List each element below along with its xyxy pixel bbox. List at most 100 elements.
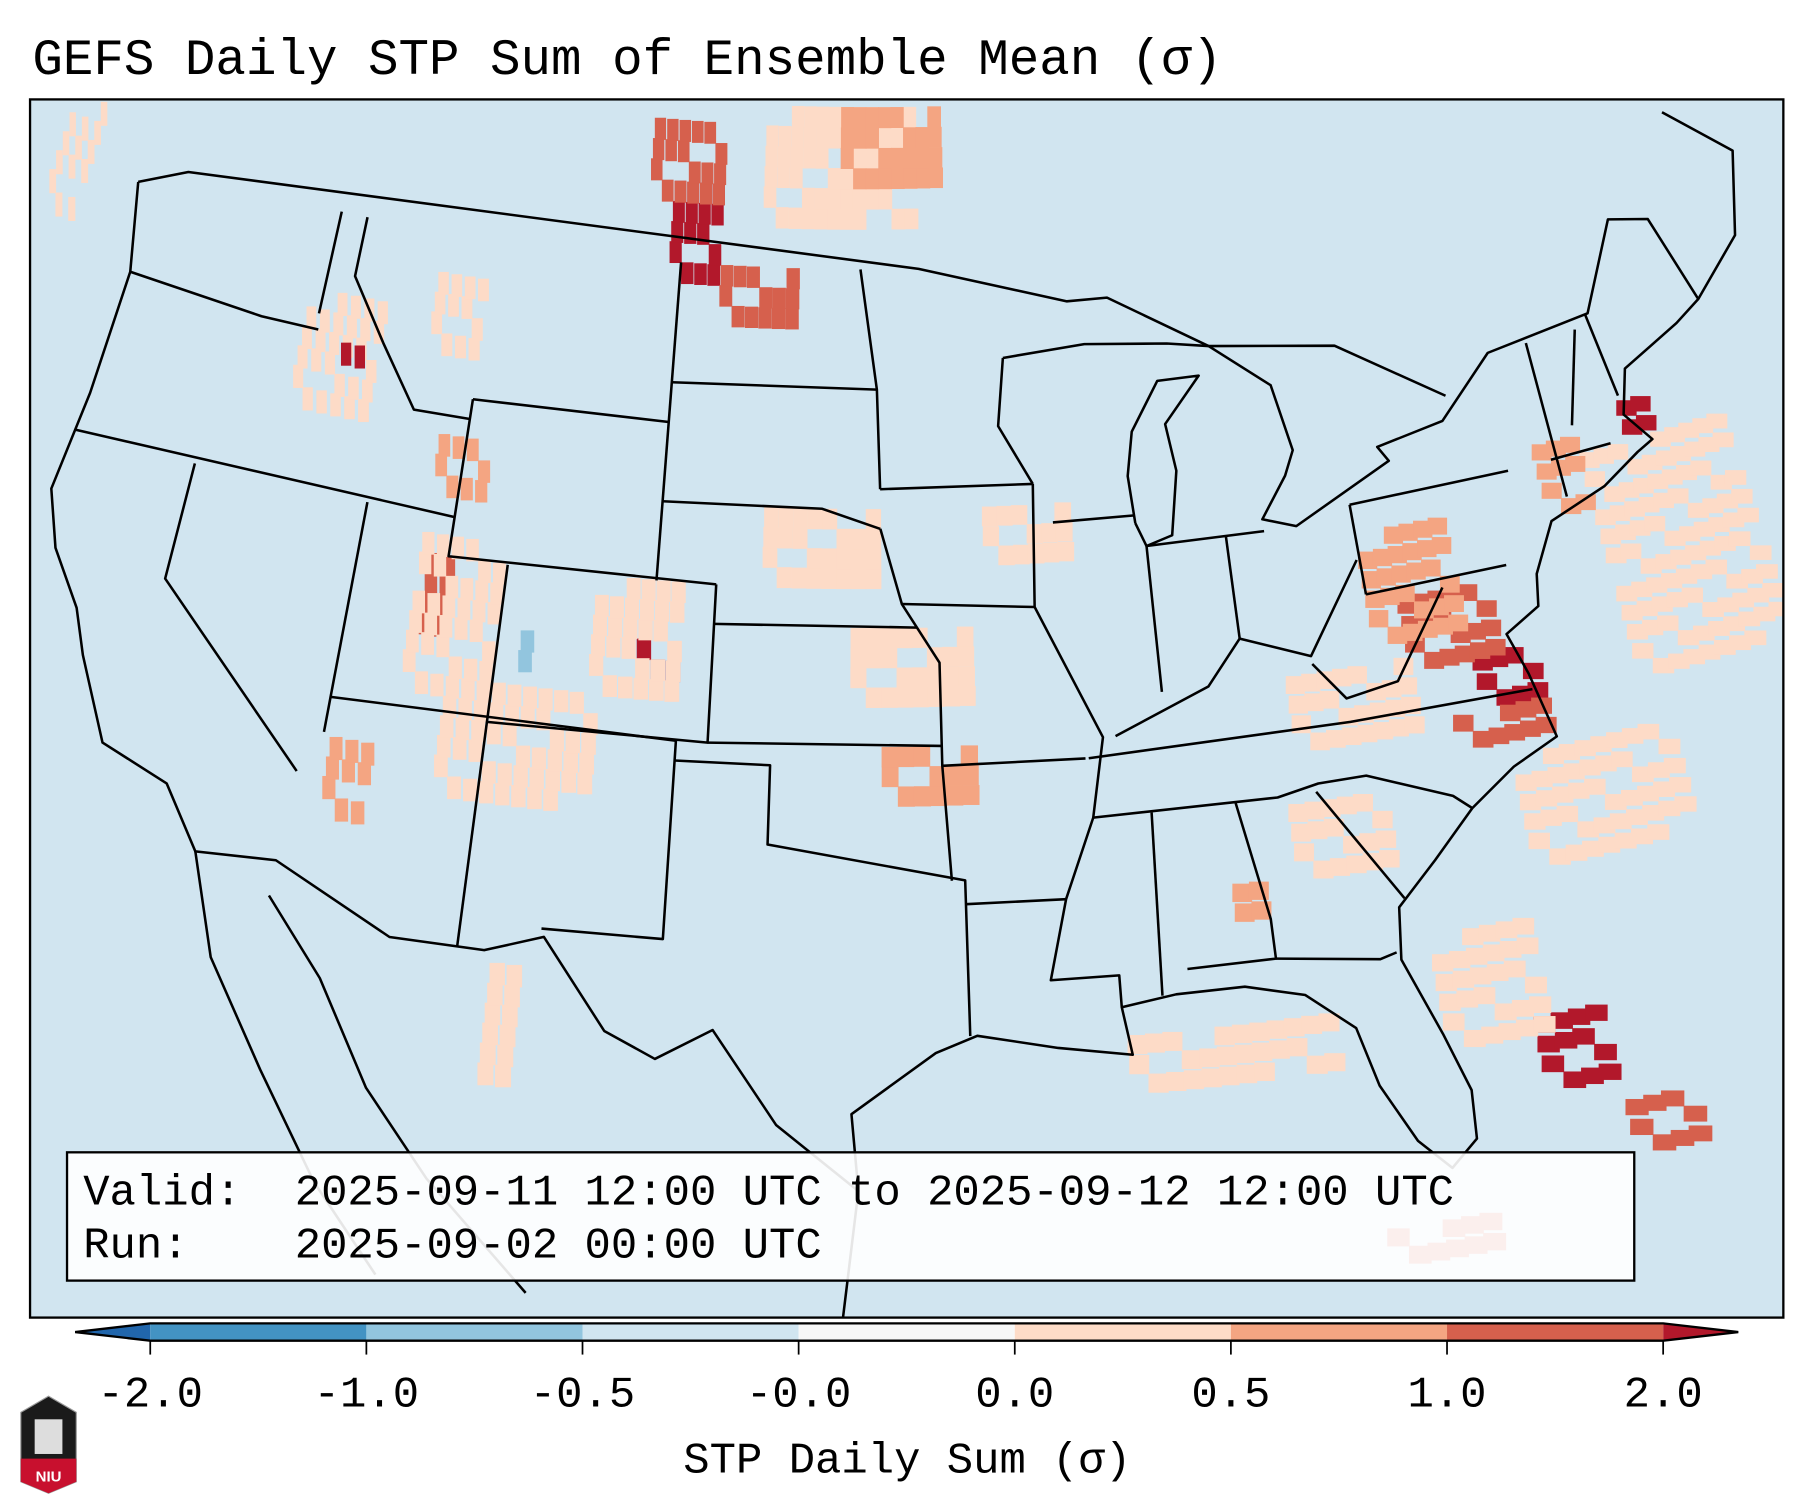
stp-cell <box>691 120 704 143</box>
stp-cell <box>881 647 898 669</box>
stp-cell <box>890 127 905 149</box>
stp-cell <box>1690 460 1712 476</box>
stp-cell <box>475 480 488 503</box>
stp-cell <box>840 168 854 190</box>
stp-cell <box>853 107 867 129</box>
stp-cell <box>1365 590 1385 608</box>
state-border <box>662 500 881 531</box>
stp-cell <box>1756 564 1778 579</box>
stp-cell <box>998 545 1015 566</box>
stp-cell <box>670 601 685 623</box>
stp-cell <box>1511 999 1534 1017</box>
stp-cell <box>1332 668 1352 687</box>
stp-cell <box>684 222 697 244</box>
stp-cell <box>792 527 808 549</box>
stp-cell <box>94 120 101 145</box>
stp-cells <box>49 101 1784 1264</box>
stp-cell <box>880 628 898 649</box>
stp-cell <box>476 680 491 703</box>
stp-cell <box>55 192 63 217</box>
stp-cell <box>708 244 722 266</box>
stp-cell <box>492 682 506 706</box>
stp-cell <box>1598 1063 1622 1080</box>
stp-cell <box>1499 704 1521 722</box>
stp-cell <box>435 453 448 477</box>
state-border <box>75 428 455 519</box>
stp-cell <box>1533 1016 1556 1033</box>
stp-cell <box>1304 693 1324 712</box>
stp-cell <box>623 617 638 640</box>
stp-cell <box>1026 524 1044 544</box>
stp-cell <box>1319 690 1340 709</box>
stp-cell <box>840 188 854 210</box>
stp-cell <box>306 306 317 330</box>
stp-cell <box>549 729 565 752</box>
stp-cell <box>667 640 682 663</box>
stp-cell <box>463 778 478 802</box>
stp-cell <box>424 612 438 636</box>
stp-cell <box>1512 917 1535 935</box>
stp-cell <box>915 127 930 148</box>
stp-cell <box>333 312 344 336</box>
colorbar-tick-label: -0.5 <box>530 1371 635 1421</box>
colorbar-segment <box>1447 1323 1664 1341</box>
stp-cell <box>1288 804 1309 822</box>
stp-cell <box>475 580 489 603</box>
stp-cell <box>714 163 727 186</box>
stp-cell <box>1201 1068 1222 1088</box>
stp-cell <box>1625 1098 1649 1116</box>
stp-cell <box>881 766 899 788</box>
stp-cell <box>929 785 948 807</box>
stp-cell <box>639 598 655 621</box>
stp-cell <box>460 578 474 601</box>
state-border <box>879 528 954 881</box>
stp-cell <box>455 717 470 741</box>
colorbar-label: STP Daily Sum (σ) <box>683 1436 1131 1486</box>
stp-cell <box>62 131 70 156</box>
stp-cell <box>422 531 435 555</box>
stp-cell <box>904 208 919 230</box>
stp-cell <box>543 788 558 811</box>
stp-cell <box>1310 732 1330 751</box>
stp-cell <box>1380 587 1400 606</box>
stp-cell <box>1737 507 1759 523</box>
valid-label: Valid: <box>83 1168 241 1218</box>
stp-cell <box>669 241 682 264</box>
stp-cell <box>878 147 892 169</box>
stp-cell <box>581 732 596 755</box>
stp-cell <box>594 594 609 617</box>
stp-cell <box>523 686 538 709</box>
stp-cell <box>322 775 336 800</box>
stp-cell <box>1421 559 1441 577</box>
stp-cell <box>1388 719 1409 737</box>
stp-cell <box>850 628 867 649</box>
stp-cell <box>853 147 867 170</box>
stp-cell <box>635 658 650 680</box>
stp-cell <box>361 742 375 766</box>
stp-cell <box>479 660 493 684</box>
stp-cell <box>853 168 867 190</box>
stp-cell <box>1637 723 1660 740</box>
stp-cell <box>330 393 341 417</box>
stp-cell <box>786 268 800 290</box>
stp-cell <box>962 785 980 805</box>
state-border <box>1348 504 1368 595</box>
stp-cell <box>311 348 322 372</box>
stp-cell <box>733 265 747 288</box>
stp-cell <box>344 396 355 420</box>
niu-logo: NIU <box>20 1395 77 1494</box>
stp-cell <box>1286 1038 1308 1057</box>
stp-cell <box>828 106 842 129</box>
stp-cell <box>1288 695 1308 714</box>
stp-cell <box>414 671 428 695</box>
state-border <box>129 270 319 331</box>
stp-cell <box>891 168 905 190</box>
stp-cell <box>419 551 432 575</box>
stp-cell <box>771 307 786 330</box>
stp-cell <box>1495 921 1518 939</box>
colorbar-tick-label: -2.0 <box>98 1371 203 1421</box>
stp-cell <box>1762 582 1784 598</box>
stp-cell <box>1453 714 1474 732</box>
stp-cell <box>903 147 918 169</box>
stp-cell <box>1584 471 1606 487</box>
